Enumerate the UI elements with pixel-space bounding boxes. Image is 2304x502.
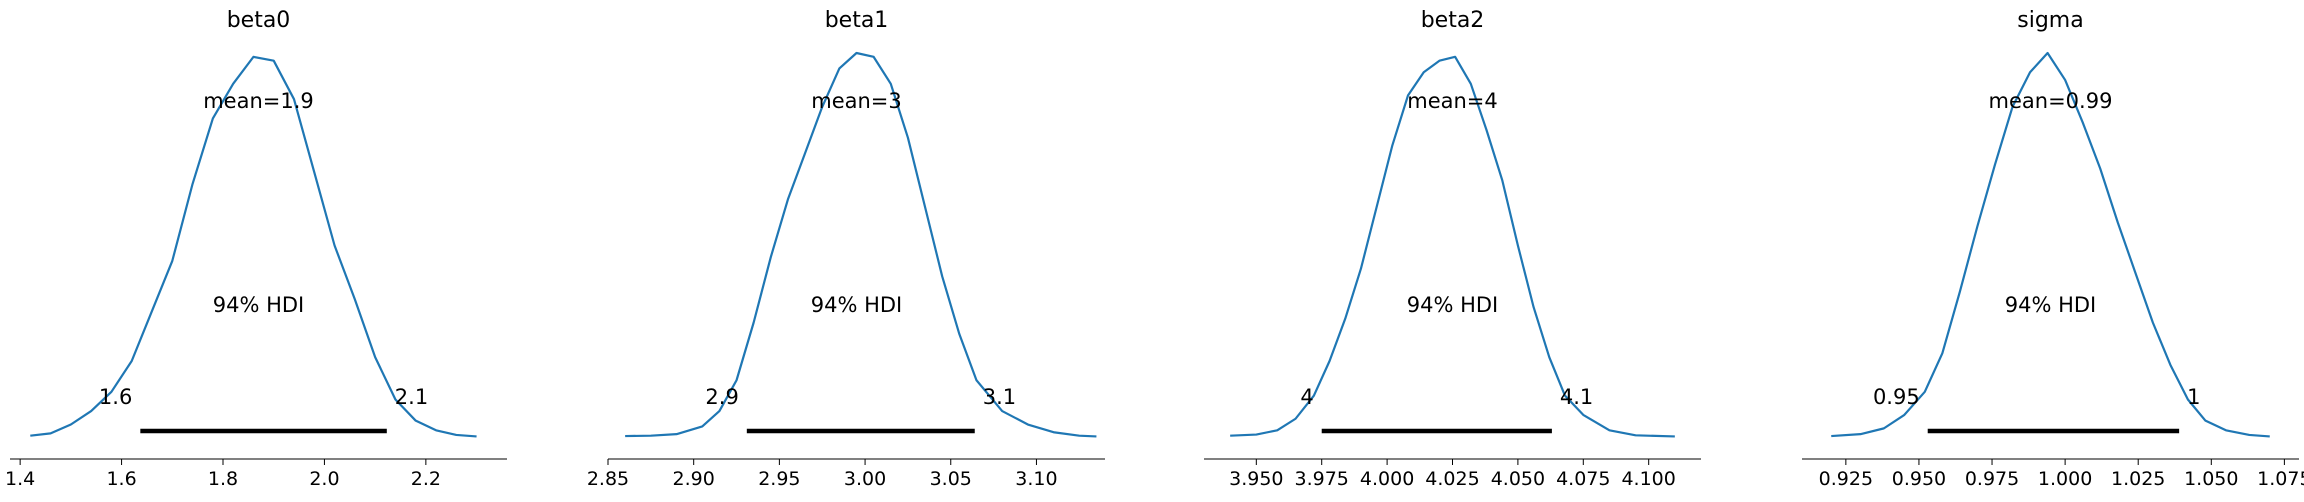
x-tick-label: 2.2: [411, 468, 441, 490]
x-tick-label: 1.8: [208, 468, 238, 490]
panel-title: beta0: [227, 8, 291, 33]
x-tick-label: 4.000: [1360, 468, 1414, 490]
mean-label: mean=0.99: [1989, 89, 2113, 113]
x-tick-label: 1.075: [2257, 468, 2304, 490]
density-curve: [30, 55, 477, 438]
hdi-upper-label: 2.1: [395, 385, 428, 409]
density-curve: [1831, 51, 2270, 438]
x-tick-label: 2.0: [309, 468, 339, 490]
panel-beta1: beta1 mean=3 94% HDI 2.9 3.1 2.85 2.90 2.95 3.00…: [587, 8, 1105, 490]
x-tick-label: 4.025: [1425, 468, 1479, 490]
panel-title: sigma: [2017, 8, 2083, 33]
hdi-lower-label: 1.6: [99, 385, 132, 409]
hdi-label: 94% HDI: [1407, 293, 1499, 317]
x-tick-label: 3.950: [1229, 468, 1283, 490]
hdi-lower-label: 4: [1300, 385, 1313, 409]
hdi-label: 94% HDI: [811, 293, 903, 317]
density-curve: [1230, 55, 1675, 438]
x-tick-label: 1.000: [2038, 468, 2092, 490]
x-tick-label: 4.100: [1621, 468, 1675, 490]
hdi-label: 94% HDI: [2005, 293, 2097, 317]
x-tick-label: 4.075: [1556, 468, 1610, 490]
x-tick-label: 3.00: [844, 468, 886, 490]
hdi-upper-label: 4.1: [1560, 385, 1593, 409]
panel-title: beta1: [825, 8, 889, 33]
x-tick-label: 2.85: [587, 468, 629, 490]
x-tick-label: 0.925: [1819, 468, 1873, 490]
x-tick-label: 3.10: [1015, 468, 1057, 490]
panel-title: beta2: [1421, 8, 1485, 33]
mean-label: mean=3: [811, 89, 902, 113]
panel-sigma: sigma mean=0.99 94% HDI 0.95 1 0.925 0.950 0.97…: [1802, 8, 2304, 490]
panel-beta2: beta2 mean=4 94% HDI 4 4.1 3.950 3.975 4.000 4.0…: [1204, 8, 1701, 490]
x-tick-label: 2.90: [673, 468, 715, 490]
x-tick-label: 0.950: [1892, 468, 1946, 490]
x-tick-label: 1.025: [2111, 468, 2165, 490]
x-tick-label: 3.05: [930, 468, 972, 490]
x-tick-label: 1.4: [5, 468, 35, 490]
hdi-upper-label: 1: [2187, 385, 2200, 409]
x-tick-label: 1.6: [106, 468, 136, 490]
x-tick-label: 4.050: [1491, 468, 1545, 490]
x-tick-label: 2.95: [758, 468, 800, 490]
hdi-lower-label: 0.95: [1873, 385, 1920, 409]
density-curve: [625, 51, 1097, 438]
x-tick-label: 3.975: [1295, 468, 1349, 490]
x-tick-label: 0.975: [1965, 468, 2019, 490]
hdi-label: 94% HDI: [213, 293, 305, 317]
panel-beta0: beta0 mean=1.9 94% HDI 1.6 2.1 1.4 1.6 1.8 2.0 2.…: [5, 8, 507, 490]
hdi-upper-label: 3.1: [983, 385, 1016, 409]
mean-label: mean=1.9: [203, 89, 314, 113]
hdi-lower-label: 2.9: [705, 385, 738, 409]
x-tick-label: 1.050: [2184, 468, 2238, 490]
mean-label: mean=4: [1407, 89, 1498, 113]
